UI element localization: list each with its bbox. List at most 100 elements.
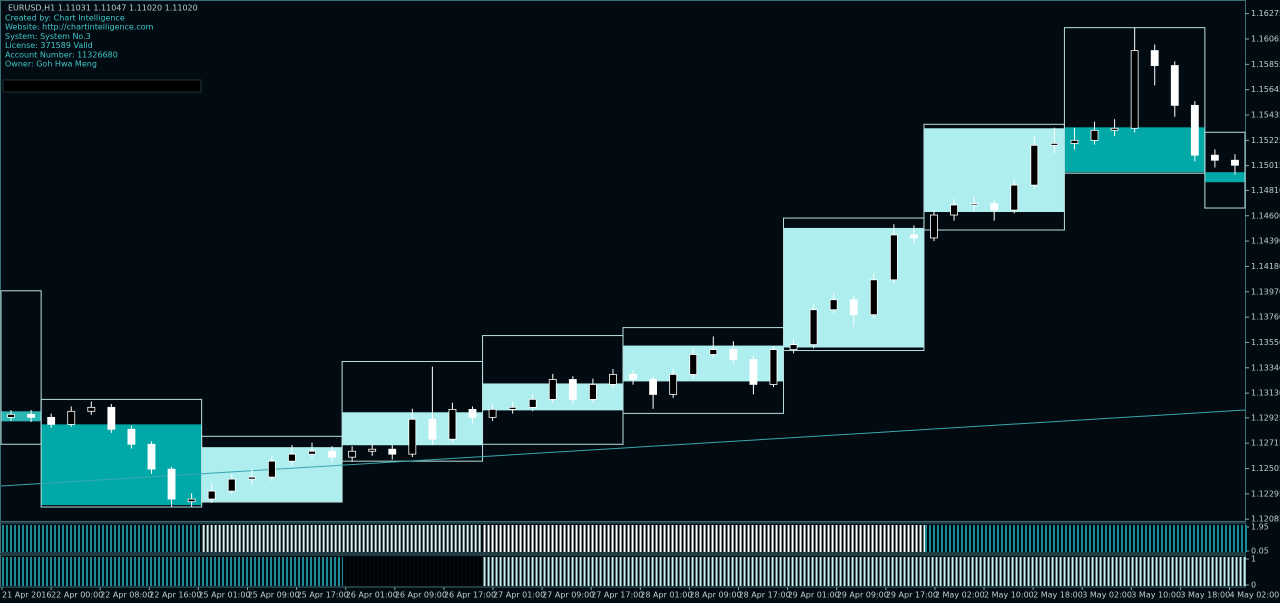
panel-bar (663, 525, 666, 552)
panel-bar (1223, 557, 1226, 586)
panel-bar (138, 525, 140, 552)
panel-bar (302, 525, 305, 552)
panel-bar (759, 525, 762, 552)
candle-body (1050, 142, 1059, 146)
panel-bar (1103, 557, 1106, 586)
panel-bar (399, 557, 402, 586)
panel-bar (579, 525, 582, 552)
candle-body (267, 460, 276, 478)
candle-body (227, 478, 236, 492)
candle-body (488, 408, 497, 418)
panel-bar (1204, 525, 1207, 552)
panel-bar (122, 525, 124, 552)
panel-bar (154, 557, 156, 586)
panel-bar (330, 525, 333, 552)
panel-bar (972, 525, 975, 552)
panel-bar (414, 525, 417, 552)
panel-bar (899, 525, 902, 552)
panel-bar (567, 557, 570, 586)
panel-bar (955, 557, 958, 586)
panel-bar (74, 525, 76, 552)
panel-bar (58, 557, 60, 586)
panel-bar (126, 557, 128, 586)
y-tick-label: 1.13130 (1251, 389, 1280, 398)
panel-bar (298, 525, 301, 552)
panel-bar (691, 525, 694, 552)
candle-body (609, 374, 617, 385)
panel-bar (839, 557, 842, 586)
panel-bar (495, 557, 498, 586)
panel-bar (799, 557, 802, 586)
panel-bar (691, 557, 694, 586)
panel-bar (1019, 557, 1022, 586)
panel-bar (34, 525, 36, 552)
panel-bar (1095, 557, 1098, 586)
panel-bar (631, 525, 634, 552)
box-fill (41, 424, 202, 506)
panel-bar (487, 557, 490, 586)
x-tick-label: 27 Apr 09:00 (542, 591, 594, 600)
panel-bar (607, 525, 610, 552)
y-tick-label: 1.16275 (1251, 9, 1280, 18)
panel-bar (1195, 557, 1198, 586)
box-range (201, 435, 343, 503)
panel-bar (984, 525, 987, 552)
panel-bar (631, 557, 634, 586)
candle-body (709, 349, 718, 355)
panel-bar (30, 525, 32, 552)
panel-bar (334, 557, 336, 586)
panel-bar (430, 525, 433, 552)
panel-bar (463, 557, 466, 586)
panel-bar (539, 525, 542, 552)
panel-bar (951, 557, 954, 586)
panel-bar (1184, 525, 1187, 552)
panel-bar (170, 525, 172, 552)
panel-bar (1144, 525, 1147, 552)
panel-bar (1091, 557, 1094, 586)
panel-bar (22, 525, 24, 552)
panel-bar (198, 557, 200, 586)
panel-bar (186, 525, 188, 552)
panel-bar (1244, 525, 1247, 552)
panel-bar (607, 557, 610, 586)
panel-bar (995, 557, 998, 586)
trend-line (0, 409, 1246, 487)
panel-bar (895, 557, 898, 586)
panel-bar (932, 525, 935, 552)
panel-bar (1191, 557, 1194, 586)
panel-bar (983, 557, 986, 586)
panel-bar (294, 525, 297, 552)
panel-bar (1059, 557, 1062, 586)
panel-bar (270, 525, 273, 552)
panel-bar (875, 557, 878, 586)
panel-bar (1051, 557, 1054, 586)
panel-bar (294, 557, 296, 586)
panel-bar (1080, 525, 1083, 552)
panel-bar (747, 525, 750, 552)
panel-bar (571, 557, 574, 586)
panel-bar (130, 525, 132, 552)
panel-bar (551, 557, 554, 586)
panel-bar (438, 525, 441, 552)
panel-bar (503, 557, 506, 586)
y-tick-label: 1.13970 (1251, 287, 1280, 296)
panel-bar (807, 557, 810, 586)
panel-bar (527, 557, 530, 586)
panel-bar (278, 557, 280, 586)
panel-bar (543, 525, 546, 552)
panel-bar (575, 525, 578, 552)
panel-bar (591, 557, 594, 586)
panel-bar (967, 557, 970, 586)
panel-bar (1155, 557, 1158, 586)
panel-bar (979, 557, 982, 586)
panel-bar (50, 525, 52, 552)
panel-bar (667, 525, 670, 552)
panel-bar (427, 557, 430, 586)
x-tick-label: 29 Apr 01:00 (788, 591, 840, 600)
panel-tick-label: 0 (1251, 581, 1256, 590)
panel-bar (907, 525, 910, 552)
panel-bar (326, 525, 329, 552)
panel-bar (38, 525, 40, 552)
panel-bar (675, 557, 678, 586)
panel-bar (2, 525, 4, 552)
